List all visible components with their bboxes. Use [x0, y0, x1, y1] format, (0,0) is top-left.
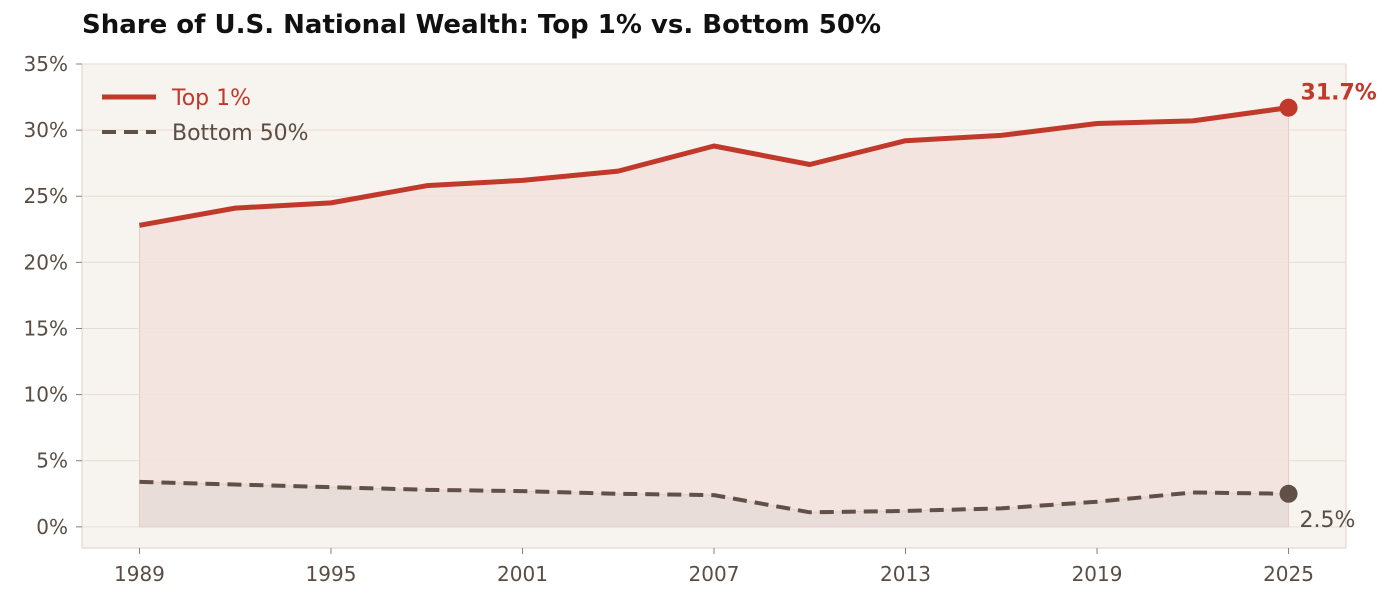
series-line-bottom-50 — [139, 479, 1289, 515]
end-marker-top-1 — [1279, 98, 1298, 117]
y-tick-label: 0% — [36, 515, 68, 539]
y-tick-label: 5% — [36, 449, 68, 473]
data-point-bottom-50 — [712, 493, 716, 497]
data-point-top-1 — [520, 178, 524, 182]
x-tick-label: 2007 — [689, 562, 740, 586]
y-tick-label: 35% — [24, 52, 68, 76]
data-point-top-1 — [233, 206, 237, 210]
data-point-top-1 — [808, 163, 812, 167]
data-point-top-1 — [1191, 119, 1195, 123]
data-point-bottom-50 — [904, 509, 908, 513]
data-point-bottom-50 — [616, 492, 620, 496]
data-point-bottom-50 — [329, 485, 333, 489]
data-point-top-1 — [904, 139, 908, 143]
data-point-top-1 — [137, 223, 141, 227]
data-point-bottom-50 — [808, 510, 812, 514]
legend-label-bottom-50: Bottom 50% — [172, 121, 309, 146]
x-tick-label: 2025 — [1263, 562, 1314, 586]
data-point-top-1 — [329, 201, 333, 205]
legend-label-top-1: Top 1% — [171, 86, 251, 111]
x-tick-label: 1995 — [306, 562, 357, 586]
end-label-top-1: 31.7% — [1301, 81, 1377, 106]
data-point-bottom-50 — [137, 480, 141, 484]
data-point-top-1 — [712, 144, 716, 148]
data-point-bottom-50 — [999, 506, 1003, 510]
y-tick-label: 15% — [24, 316, 68, 340]
data-point-bottom-50 — [1095, 500, 1099, 504]
series-line-top-1 — [139, 105, 1289, 228]
y-tick-label: 25% — [24, 184, 68, 208]
data-point-bottom-50 — [1191, 490, 1195, 494]
x-tick-label: 2013 — [880, 562, 931, 586]
data-point-bottom-50 — [520, 489, 524, 493]
data-point-top-1 — [425, 184, 429, 188]
data-point-top-1 — [1095, 122, 1099, 126]
end-marker-bottom-50 — [1279, 484, 1298, 503]
x-tick-label: 1989 — [114, 562, 165, 586]
chart-title: Share of U.S. National Wealth: Top 1% vs… — [82, 10, 882, 40]
y-tick-label: 10% — [24, 383, 68, 407]
x-tick-label: 2019 — [1072, 562, 1123, 586]
y-tick-label: 30% — [24, 118, 68, 142]
end-label-bottom-50: 2.5% — [1300, 508, 1356, 533]
data-point-top-1 — [616, 169, 620, 173]
data-point-bottom-50 — [233, 483, 237, 487]
data-point-top-1 — [999, 133, 1003, 137]
y-tick-label: 20% — [24, 250, 68, 274]
data-point-bottom-50 — [425, 488, 429, 492]
x-tick-label: 2001 — [497, 562, 548, 586]
